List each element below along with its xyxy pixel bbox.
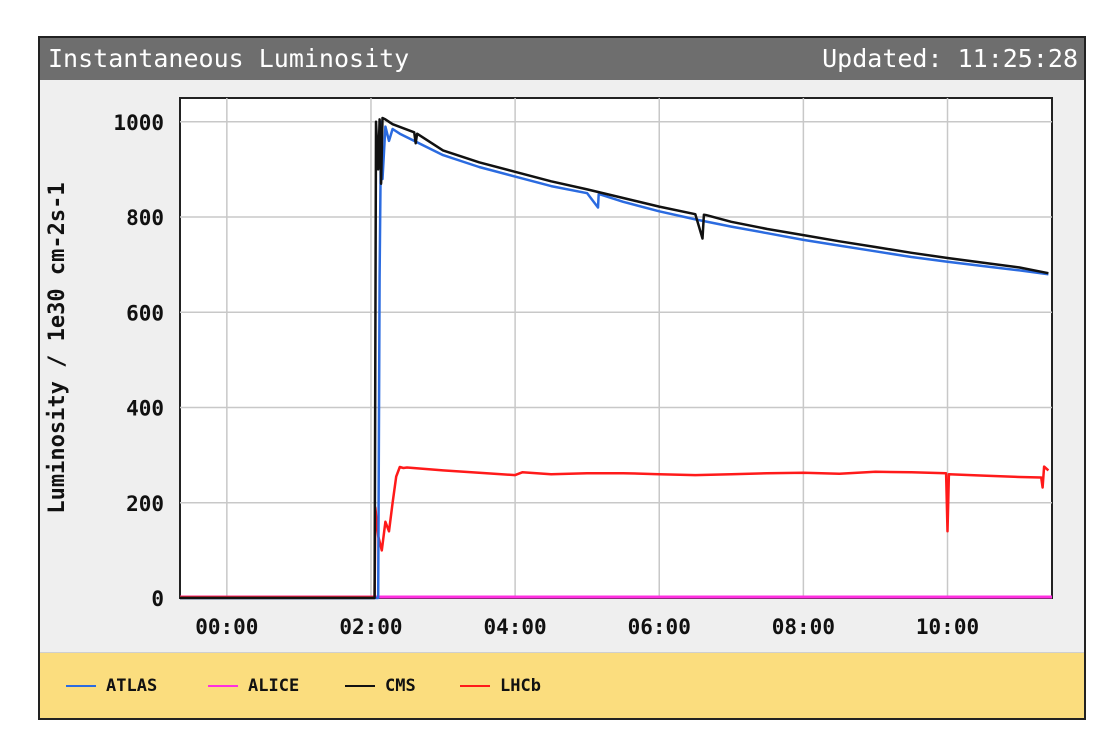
series-line-cms	[180, 116, 1049, 600]
panel-header: Instantaneous Luminosity Updated: 11:25:…	[40, 38, 1084, 80]
legend-swatch-lhcb	[460, 685, 490, 687]
x-tick-label: 00:00	[195, 615, 258, 639]
legend-swatch-cms	[345, 685, 375, 687]
series-lines	[180, 116, 1052, 600]
plot-background	[179, 97, 1053, 599]
legend-label-cms: CMS	[385, 676, 416, 696]
x-tick-label: 04:00	[483, 615, 546, 639]
updated-timestamp: Updated: 11:25:28	[822, 44, 1078, 73]
legend-item-cms: CMS	[345, 653, 416, 719]
x-tick-label: 08:00	[772, 615, 835, 639]
y-tick-label: 800	[126, 206, 164, 230]
tick-labels: 00:00 02:00 04:00 06:00 08:00 10:00 0 200 400 600…	[113, 111, 979, 639]
legend-item-alice: ALICE	[208, 653, 299, 719]
y-axis-label: Luminosity / 1e30 cm-2s-1	[45, 182, 70, 513]
x-tick-label: 06:00	[628, 615, 691, 639]
luminosity-chart: 00:00 02:00 04:00 06:00 08:00 10:00 0 200 400 600…	[45, 97, 1053, 639]
legend-label-alice: ALICE	[248, 676, 300, 696]
chart-area: 00:00 02:00 04:00 06:00 08:00 10:00 0 200 400 600…	[40, 80, 1084, 654]
y-tick-label: 200	[126, 492, 164, 516]
legend-label-atlas: ATLAS	[106, 676, 158, 696]
y-tick-label: 0	[151, 587, 164, 611]
legend-label-lhcb: LHCb	[500, 676, 541, 696]
series-line-lhcb	[180, 465, 1050, 599]
chart-legend: ATLAS ALICE CMS LHCb	[40, 652, 1084, 718]
grid-lines	[180, 98, 1052, 598]
series-line-atlas	[180, 120, 1049, 600]
legend-swatch-atlas	[66, 685, 96, 687]
legend-swatch-alice	[208, 685, 238, 687]
y-tick-label: 600	[126, 301, 164, 325]
panel-title: Instantaneous Luminosity	[48, 44, 410, 73]
x-tick-label: 10:00	[916, 615, 979, 639]
luminosity-panel: Instantaneous Luminosity Updated: 11:25:…	[38, 36, 1086, 720]
legend-item-lhcb: LHCb	[460, 653, 541, 719]
x-tick-label: 02:00	[339, 615, 402, 639]
legend-item-atlas: ATLAS	[66, 653, 157, 719]
y-tick-label: 1000	[113, 111, 164, 135]
y-tick-label: 400	[126, 397, 164, 421]
